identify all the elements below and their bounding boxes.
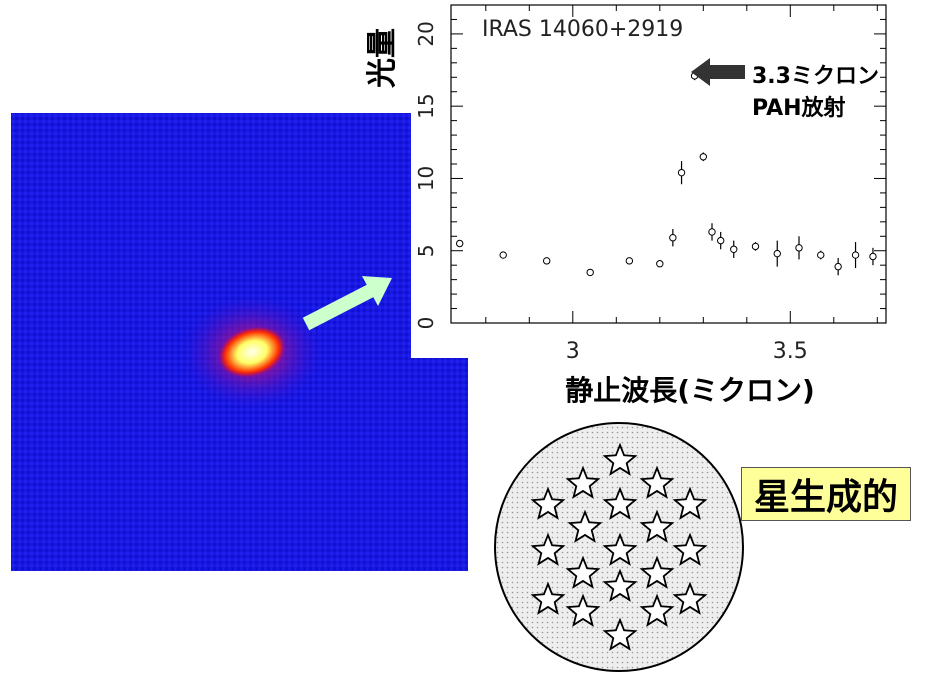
y-tick-label: 5: [414, 244, 438, 257]
point-marker: [669, 234, 677, 242]
annotation-line-2: PAH放射: [752, 95, 846, 121]
source-core: [218, 326, 286, 378]
star-shape: [672, 486, 708, 520]
star-shape: [639, 465, 675, 499]
point-marker: [869, 252, 877, 261]
y-tick-label: 15: [414, 93, 438, 118]
point-marker: [656, 260, 664, 268]
data-point: [869, 247, 877, 266]
starburst-label: 星生成的: [741, 467, 911, 521]
data-point: [586, 268, 594, 277]
point-marker: [717, 236, 725, 245]
point-marker: [708, 228, 716, 236]
y-axis-label: 光量: [365, 28, 400, 88]
star-shape: [639, 555, 675, 589]
star-shape: [530, 532, 566, 566]
point-marker: [543, 257, 551, 265]
pointer-arrow: [302, 276, 392, 331]
data-point: [625, 257, 634, 265]
data-point: [773, 240, 781, 267]
point-marker: [773, 249, 781, 258]
data-point: [795, 236, 803, 260]
data-point: [456, 239, 464, 248]
star-shape: [602, 442, 638, 476]
chart-title: IRAS 14060+2919: [482, 17, 683, 42]
data-point: [708, 223, 716, 241]
data-point: [834, 257, 842, 276]
data-point: [499, 251, 507, 259]
x-tick-label: 3: [566, 339, 580, 364]
y-tick-label: 20: [414, 21, 438, 46]
data-point: [656, 260, 664, 268]
x-axis: 3 3.5: [485, 5, 878, 364]
data-point: [817, 250, 825, 260]
point-marker: [751, 242, 760, 251]
point-marker: [851, 251, 860, 259]
star-shape: [602, 617, 638, 651]
star-shape: [567, 509, 603, 543]
starburst-disk: [494, 422, 744, 672]
point-marker: [499, 251, 507, 259]
point-marker: [834, 262, 842, 271]
point-marker: [730, 245, 738, 253]
plot-frame: [450, 4, 887, 324]
star-shape: [530, 486, 566, 520]
annotation-arrow: [691, 58, 745, 86]
data-point: [543, 257, 551, 265]
point-marker: [699, 153, 707, 161]
star-shape: [602, 486, 638, 520]
star-shape: [639, 593, 675, 627]
star-shape: [565, 555, 601, 589]
y-tick-label: 0: [414, 317, 438, 330]
data-point: [677, 161, 686, 185]
point-marker: [817, 251, 825, 259]
data-points: [456, 71, 877, 277]
star-shape: [602, 568, 638, 602]
data-point: [669, 229, 677, 247]
star-shape: [672, 532, 708, 566]
star-shape: [672, 581, 708, 615]
star-shape: [639, 509, 675, 543]
data-point: [730, 240, 738, 258]
point-marker: [456, 239, 464, 248]
y-tick-label: 10: [414, 166, 438, 191]
star-shape: [565, 465, 601, 499]
data-point: [717, 231, 725, 250]
x-tick-label: 3.5: [773, 339, 808, 364]
star-shape: [565, 593, 601, 627]
data-point: [751, 242, 760, 251]
data-point: [851, 242, 860, 269]
star-shape: [602, 532, 638, 566]
star-shape: [530, 581, 566, 615]
annotation-line-1: 3.3ミクロン: [752, 64, 879, 89]
point-marker: [795, 244, 803, 252]
point-marker: [586, 268, 594, 277]
y-axis: 0 5 10 15 20: [414, 18, 886, 330]
x-axis-label: 静止波長(ミクロン): [565, 374, 815, 407]
point-marker: [625, 257, 634, 265]
data-point: [699, 152, 707, 162]
point-marker: [677, 168, 686, 177]
